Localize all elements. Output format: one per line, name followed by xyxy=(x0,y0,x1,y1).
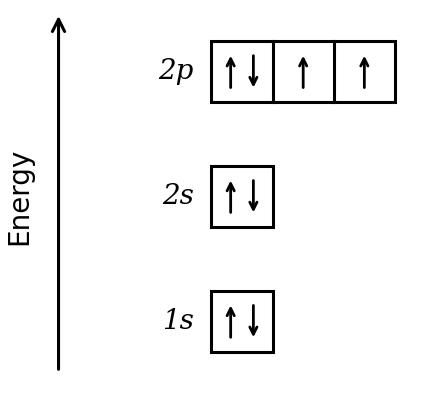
Text: Energy: Energy xyxy=(5,148,33,245)
Text: 1s: 1s xyxy=(162,308,194,335)
Text: 2p: 2p xyxy=(158,58,194,85)
Bar xyxy=(212,291,273,352)
Bar xyxy=(212,166,273,227)
Bar xyxy=(212,41,395,102)
Text: 2s: 2s xyxy=(162,183,194,210)
